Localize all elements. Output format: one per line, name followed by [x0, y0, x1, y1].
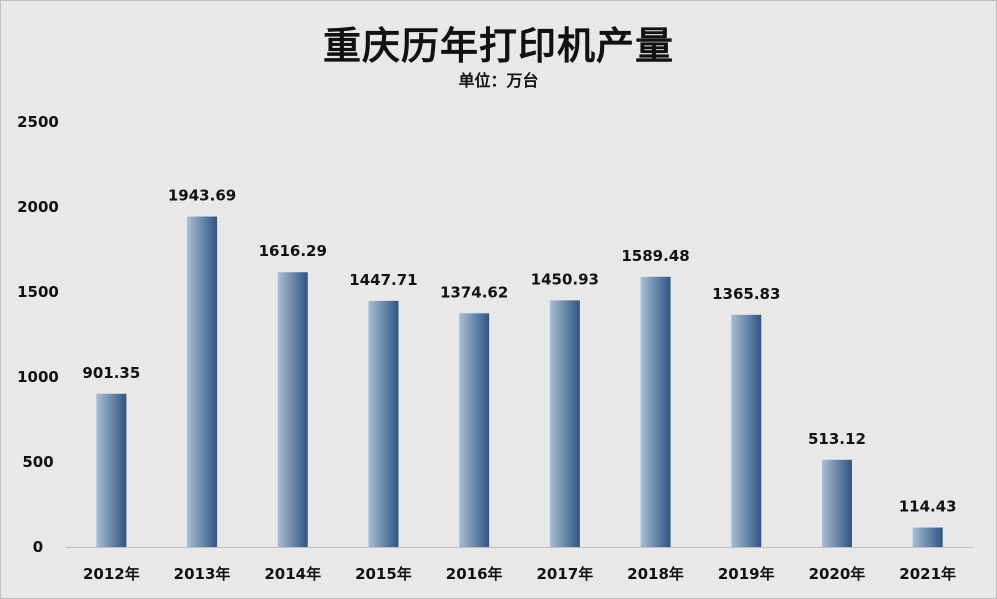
y-tick-label: 2000	[17, 198, 59, 216]
x-tick-label: 2021年	[899, 565, 956, 583]
data-label: 1589.48	[621, 247, 689, 265]
bar-2015年	[368, 300, 399, 547]
x-tick-label: 2016年	[446, 565, 503, 583]
bars	[96, 216, 943, 547]
data-label: 1365.83	[712, 285, 780, 303]
x-tick-label: 2015年	[355, 565, 412, 583]
data-label: 1374.62	[440, 283, 508, 301]
bar-2020年	[821, 459, 852, 547]
y-tick-label: 500	[22, 453, 53, 471]
data-label: 1447.71	[349, 271, 417, 289]
x-tick-label: 2013年	[174, 565, 231, 583]
bar-2012年	[96, 393, 127, 547]
data-label: 1450.93	[531, 270, 599, 288]
y-tick-label: 1000	[17, 368, 59, 386]
bar-2019年	[731, 314, 762, 547]
data-label: 513.12	[808, 430, 866, 448]
data-label: 1943.69	[168, 187, 236, 205]
x-tick-label: 2019年	[718, 565, 775, 583]
chart-title: 重庆历年打印机产量	[322, 24, 674, 68]
x-tick-label: 2012年	[83, 565, 140, 583]
data-label: 901.35	[82, 364, 140, 382]
bar-2017年	[549, 300, 580, 547]
x-axis-labels: 2012年 2013年 2014年 2015年 2016年 2017年 2018年 2019年…	[83, 565, 956, 583]
chart-subtitle: 单位：万台	[458, 71, 539, 90]
bar-2018年	[640, 276, 671, 547]
data-label: 1616.29	[259, 242, 327, 260]
x-tick-label: 2018年	[627, 565, 684, 583]
bar-2016年	[459, 313, 490, 547]
bar-2021年	[912, 527, 943, 547]
y-tick-label: 2500	[17, 113, 59, 131]
bar-2014年	[277, 272, 308, 547]
data-labels: 901.35 1943.69 1616.29 1447.71 1374.62 1450.9…	[82, 187, 956, 516]
x-tick-label: 2014年	[264, 565, 321, 583]
y-tick-label: 1500	[17, 283, 59, 301]
x-tick-label: 2020年	[809, 565, 866, 583]
y-tick-label: 0	[33, 538, 43, 556]
y-axis-ticks: 0 500 1000 1500 2000 2500	[17, 113, 59, 556]
data-label: 114.43	[899, 498, 957, 516]
bar-2013年	[187, 216, 218, 547]
x-tick-label: 2017年	[536, 565, 593, 583]
